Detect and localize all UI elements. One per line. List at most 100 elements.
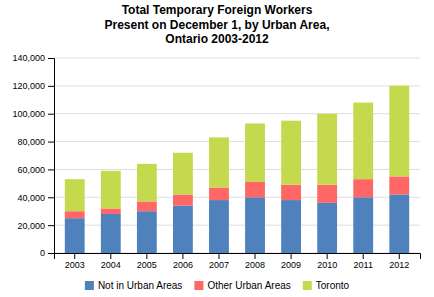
chart: Total Temporary Foreign WorkersPresent o… xyxy=(0,0,434,297)
y-tick-label: 100,000 xyxy=(12,109,45,119)
bar xyxy=(137,164,157,202)
y-tick-mark xyxy=(48,86,54,87)
x-tick-label: 2010 xyxy=(317,260,337,270)
title: Total Temporary Foreign WorkersPresent o… xyxy=(105,3,330,46)
bar xyxy=(389,86,409,177)
bar xyxy=(137,201,157,211)
x-axis-line xyxy=(55,254,421,260)
y-tick-label: 0 xyxy=(40,248,45,258)
x-tick-mark xyxy=(146,253,147,259)
x-tick-mark xyxy=(110,253,111,259)
x-tick-label: 2012 xyxy=(389,260,409,270)
bar xyxy=(317,185,337,203)
bar xyxy=(281,200,301,253)
legend: Not in Urban Areas Other Urban Areas Toron… xyxy=(85,280,350,291)
x-tick-label: 2007 xyxy=(209,260,229,270)
x-tick-label: 2005 xyxy=(137,260,157,270)
legend-label: Toronto xyxy=(316,280,350,291)
title-line: Total Temporary Foreign Workers xyxy=(122,3,313,17)
y-tick: 40,000 xyxy=(17,193,54,203)
x-tick-mark xyxy=(74,253,75,259)
x-axis: 2003 2004 2005 2006 2007 2008 2009 2010 2011 2012 xyxy=(55,253,421,270)
bar xyxy=(173,195,193,206)
bar xyxy=(245,197,265,253)
y-axis: 0 20,000 40,000 60,000 80,000 100,000 120,000 1… xyxy=(12,53,54,258)
x-tick-mark xyxy=(399,253,400,259)
y-tick: 20,000 xyxy=(17,221,54,231)
bar xyxy=(245,182,265,197)
x-tick-mark xyxy=(255,253,256,259)
legend-label: Not in Urban Areas xyxy=(98,280,183,291)
x-tick: 2003 xyxy=(65,253,85,270)
bar xyxy=(209,137,229,187)
bar xyxy=(353,179,373,197)
legend-item: Not in Urban Areas xyxy=(85,280,183,291)
bar xyxy=(173,206,193,253)
y-tick-mark xyxy=(48,225,54,226)
y-tick: 60,000 xyxy=(17,165,54,175)
bar xyxy=(209,200,229,253)
bar xyxy=(173,153,193,195)
title-line: Present on December 1, by Urban Area, xyxy=(105,18,330,32)
x-tick: 2012 xyxy=(389,253,409,270)
y-tick: 140,000 xyxy=(12,53,54,63)
x-tick-label: 2009 xyxy=(281,260,301,270)
y-axis-line xyxy=(48,59,55,254)
y-tick: 120,000 xyxy=(12,81,54,91)
bar xyxy=(65,179,85,211)
title-line: Ontario 2003-2012 xyxy=(165,32,269,46)
y-tick-label: 80,000 xyxy=(17,137,45,147)
legend-swatch xyxy=(303,281,312,290)
y-tick-mark xyxy=(48,197,54,198)
x-tick-mark xyxy=(182,253,183,259)
x-tick: 2004 xyxy=(101,253,121,270)
y-tick-label: 40,000 xyxy=(17,193,45,203)
bar xyxy=(281,185,301,200)
legend-swatch xyxy=(85,281,94,290)
bar xyxy=(101,171,121,209)
x-tick: 2008 xyxy=(245,253,265,270)
y-tick-label: 140,000 xyxy=(12,53,45,63)
x-tick-label: 2011 xyxy=(354,260,373,270)
x-tick-mark xyxy=(363,253,364,259)
x-tick-mark xyxy=(218,253,219,259)
bar xyxy=(209,188,229,201)
grid-line xyxy=(54,58,420,59)
bar xyxy=(137,211,157,253)
x-tick: 2011 xyxy=(354,253,373,270)
bar xyxy=(281,121,301,185)
y-tick-mark xyxy=(48,142,54,143)
x-tick: 2009 xyxy=(281,253,301,270)
y-tick: 100,000 xyxy=(12,109,54,119)
x-tick: 2006 xyxy=(173,253,193,270)
x-tick-mark xyxy=(327,253,328,259)
y-tick-label: 120,000 xyxy=(12,81,45,91)
legend-swatch xyxy=(194,281,203,290)
x-tick-label: 2003 xyxy=(65,260,85,270)
y-tick-mark xyxy=(48,114,54,115)
y-tick-label: 20,000 xyxy=(17,221,45,231)
y-tick-label: 60,000 xyxy=(17,165,45,175)
y-tick-mark xyxy=(48,253,54,254)
bar xyxy=(353,197,373,253)
bar xyxy=(317,203,337,253)
bar xyxy=(101,208,121,214)
x-tick-label: 2008 xyxy=(245,260,265,270)
x-tick-label: 2004 xyxy=(101,260,121,270)
bar xyxy=(389,176,409,194)
plot: 2003 2004 2005 2006 2007 2008 2009 2010 2011 2012… xyxy=(12,53,420,270)
legend-label: Other Urban Areas xyxy=(207,280,290,291)
legend-item: Toronto xyxy=(303,280,350,291)
series xyxy=(65,86,409,211)
bar xyxy=(245,123,265,182)
x-tick-label: 2006 xyxy=(173,260,193,270)
bar xyxy=(101,214,121,253)
legend-item: Other Urban Areas xyxy=(194,280,290,291)
bar xyxy=(389,195,409,254)
x-tick: 2005 xyxy=(137,253,157,270)
bars xyxy=(65,86,409,253)
y-tick-mark xyxy=(48,169,54,170)
bar xyxy=(317,114,337,185)
y-tick-mark xyxy=(48,58,54,59)
bar xyxy=(65,218,85,253)
